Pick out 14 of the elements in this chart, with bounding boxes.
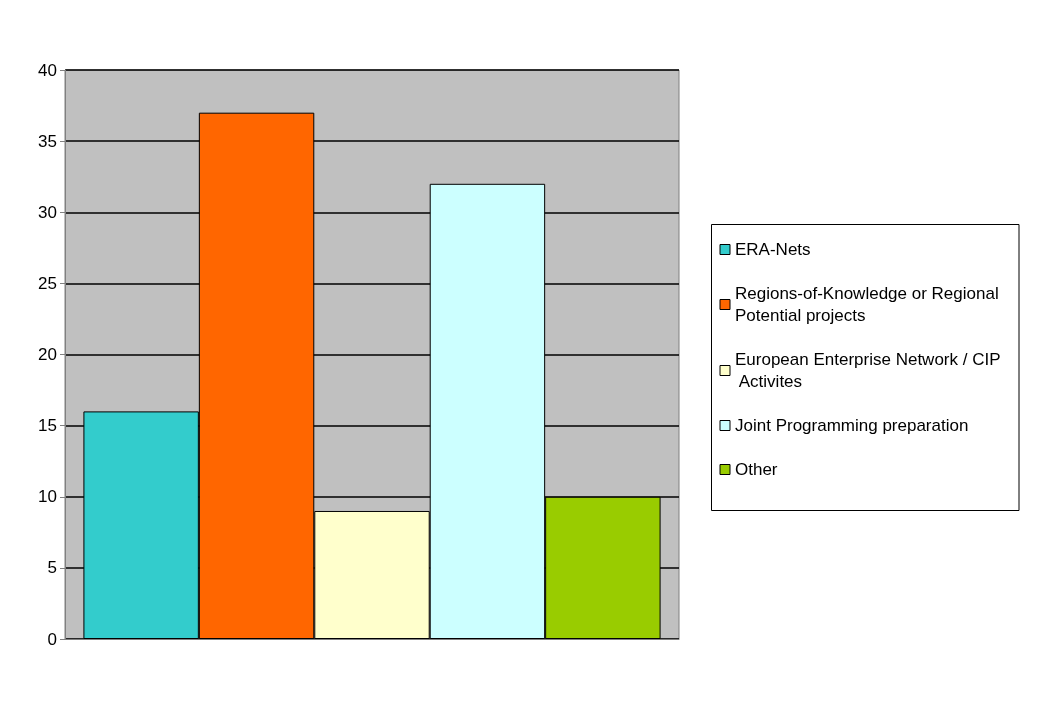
legend-label: European Enterprise Network / CIP Activites bbox=[735, 350, 1001, 391]
y-tick-label: 0 bbox=[47, 629, 57, 649]
y-tick-label: 25 bbox=[38, 273, 57, 293]
y-tick-label: 30 bbox=[38, 202, 57, 222]
legend-label: ERA-Nets bbox=[735, 240, 811, 259]
legend-label: Other bbox=[735, 460, 778, 479]
y-tick-label: 40 bbox=[38, 60, 57, 80]
legend-label: Regions-of-Knowledge or Regional Potential projects bbox=[735, 284, 1004, 325]
y-tick-label: 20 bbox=[38, 345, 57, 364]
legend-label: Joint Programming preparation bbox=[735, 416, 969, 435]
y-tick-label: 35 bbox=[38, 131, 57, 151]
y-tick-label: 5 bbox=[47, 558, 57, 578]
y-tick-label: 15 bbox=[38, 416, 57, 436]
y-tick-label: 10 bbox=[38, 487, 57, 507]
